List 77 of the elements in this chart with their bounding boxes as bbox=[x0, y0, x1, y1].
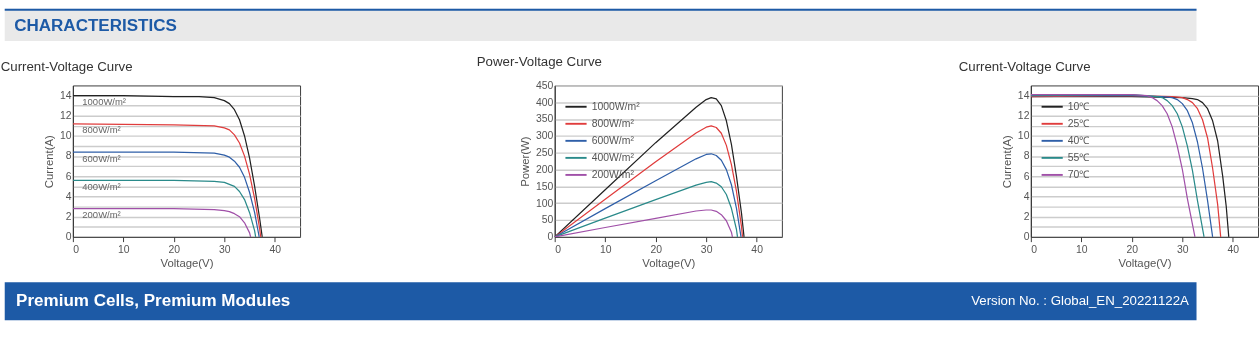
y-tick-label: 150 bbox=[535, 180, 554, 192]
y-tick-label: 8 bbox=[1023, 150, 1030, 162]
y-tick-label: 0 bbox=[547, 231, 554, 243]
y-tick-label: 8 bbox=[65, 150, 72, 162]
x-tick-label: 0 bbox=[73, 243, 80, 255]
y-tick-label: 2 bbox=[65, 211, 72, 223]
y-tick-label: 350 bbox=[535, 113, 554, 125]
y-tick-label: 10 bbox=[1017, 130, 1030, 142]
x-tick-label: 10 bbox=[1076, 243, 1088, 255]
y-tick-label: 4 bbox=[65, 190, 72, 202]
y-axis-title: Power(W) bbox=[519, 136, 532, 187]
x-axis-title: Voltage(V) bbox=[160, 256, 214, 269]
series-label: 600W/m² bbox=[82, 152, 121, 164]
series-label: 1000W/m² bbox=[82, 96, 126, 108]
x-tick-label: 40 bbox=[1227, 243, 1240, 255]
x-tick-label: 20 bbox=[168, 243, 181, 255]
series-label: 400W/m² bbox=[82, 180, 121, 192]
line-series bbox=[72, 94, 263, 237]
x-tick-label: 0 bbox=[555, 243, 562, 255]
y-tick-label: 2 bbox=[1023, 211, 1030, 223]
legend-label: 400W/m² bbox=[591, 151, 635, 163]
chart-title: Power-Voltage Curve bbox=[476, 53, 602, 69]
series-label: 200W/m² bbox=[82, 209, 121, 221]
y-tick-label: 0 bbox=[1023, 231, 1030, 243]
line-series bbox=[72, 151, 260, 237]
x-tick-label: 30 bbox=[700, 243, 713, 255]
legend-label: 25℃ bbox=[1067, 117, 1091, 129]
x-tick-label: 0 bbox=[1031, 243, 1038, 255]
line-series bbox=[554, 153, 742, 237]
y-tick-label: 14 bbox=[1017, 89, 1030, 101]
legend-label: 55℃ bbox=[1067, 151, 1091, 163]
y-tick-label: 300 bbox=[535, 130, 554, 142]
y-tick-label: 10 bbox=[59, 130, 72, 142]
y-tick-label: 0 bbox=[65, 231, 72, 243]
line-series bbox=[72, 179, 257, 237]
y-tick-label: 200 bbox=[535, 163, 554, 175]
y-tick-label: 12 bbox=[1017, 110, 1030, 122]
text: Version No. : Global_EN_20221122A bbox=[971, 293, 1190, 309]
legend-label: 600W/m² bbox=[591, 134, 635, 146]
legend-label: 10℃ bbox=[1067, 100, 1091, 112]
legend-label: 1000W/m² bbox=[591, 100, 641, 112]
chart-title: Current-Voltage Curve bbox=[0, 59, 133, 75]
line-series bbox=[554, 181, 739, 237]
x-tick-label: 20 bbox=[1126, 243, 1139, 255]
x-axis-title: Voltage(V) bbox=[642, 256, 696, 269]
x-tick-label: 40 bbox=[751, 243, 764, 255]
x-axis-title: Voltage(V) bbox=[1118, 256, 1172, 269]
line-series bbox=[554, 96, 745, 237]
legend-label: 40℃ bbox=[1067, 134, 1091, 146]
x-tick-label: 10 bbox=[118, 243, 130, 255]
y-tick-label: 12 bbox=[59, 110, 72, 122]
y-tick-label: 14 bbox=[59, 89, 72, 101]
line-series bbox=[554, 209, 734, 237]
y-tick-label: 100 bbox=[535, 197, 554, 209]
y-tick-label: 6 bbox=[1023, 170, 1030, 182]
series-label: 800W/m² bbox=[82, 124, 121, 136]
legend-label: 70℃ bbox=[1067, 168, 1091, 180]
y-tick-label: 450 bbox=[535, 79, 554, 91]
y-tick-label: 400 bbox=[535, 96, 554, 108]
chart-title: Current-Voltage Curve bbox=[958, 59, 1091, 75]
text: CHARACTERISTICS bbox=[14, 15, 177, 35]
y-tick-label: 250 bbox=[535, 147, 554, 159]
text: Premium Cells, Premium Modules bbox=[16, 291, 291, 311]
line-series bbox=[72, 208, 252, 237]
y-tick-label: 6 bbox=[65, 170, 72, 182]
y-tick-label: 50 bbox=[541, 214, 554, 226]
x-tick-label: 40 bbox=[269, 243, 282, 255]
y-axis-title: Current(A) bbox=[1001, 134, 1014, 189]
x-tick-label: 30 bbox=[1177, 243, 1189, 255]
y-tick-label: 4 bbox=[1023, 190, 1030, 202]
x-tick-label: 30 bbox=[219, 243, 231, 255]
line-series bbox=[72, 123, 262, 237]
legend-label: 800W/m² bbox=[591, 117, 635, 129]
x-tick-label: 10 bbox=[599, 243, 612, 255]
y-axis-title: Current(A) bbox=[43, 134, 56, 189]
line-series bbox=[554, 125, 744, 237]
x-tick-label: 20 bbox=[650, 243, 663, 255]
